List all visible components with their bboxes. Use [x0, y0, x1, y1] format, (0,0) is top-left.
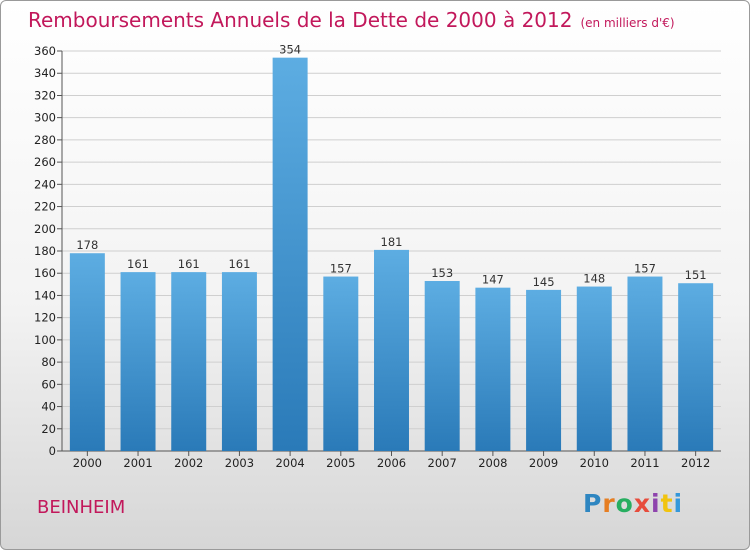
- x-tick-label: 2006: [377, 456, 406, 470]
- bar: [678, 283, 714, 451]
- bar: [576, 286, 612, 451]
- y-tick-label: 40: [41, 400, 56, 414]
- bar: [526, 289, 562, 451]
- bar-value-label: 354: [279, 43, 301, 57]
- bar-value-label: 148: [583, 272, 605, 286]
- bar-value-label: 153: [431, 266, 453, 280]
- y-tick-label: 280: [34, 133, 56, 147]
- y-tick-label: 60: [41, 377, 56, 391]
- x-tick-label: 2011: [630, 456, 659, 470]
- x-tick-label: 2007: [428, 456, 457, 470]
- bar: [171, 272, 207, 451]
- x-tick-label: 2008: [478, 456, 507, 470]
- x-tick-label: 2003: [225, 456, 254, 470]
- bar-value-label: 151: [685, 268, 707, 282]
- bar-value-label: 147: [482, 273, 504, 287]
- x-tick-label: 2000: [73, 456, 102, 470]
- y-tick-label: 360: [34, 44, 56, 58]
- bar: [120, 272, 156, 451]
- y-tick-label: 180: [34, 244, 56, 258]
- y-tick-label: 100: [34, 333, 56, 347]
- logo-letter: o: [615, 489, 634, 518]
- y-tick-label: 120: [34, 311, 56, 325]
- x-tick-label: 2009: [529, 456, 558, 470]
- proxiti-logo: Proxiti: [583, 489, 683, 518]
- logo-letter: t: [660, 489, 674, 518]
- x-tick-label: 2001: [123, 456, 152, 470]
- bar: [272, 57, 308, 452]
- y-tick-label: 340: [34, 66, 56, 80]
- logo-letter: r: [602, 489, 616, 518]
- bar-value-label: 161: [178, 257, 200, 271]
- x-tick-label: 2012: [681, 456, 710, 470]
- labels: 0 20 40 60 80 100 120 140 160 180 200 220 240 260 280 3…: [34, 43, 710, 470]
- logo-letter: P: [583, 489, 603, 518]
- bar: [323, 276, 359, 451]
- y-tick-label: 320: [34, 88, 56, 102]
- y-tick-label: 220: [34, 200, 56, 214]
- bars: [69, 57, 714, 452]
- y-tick-label: 80: [41, 355, 56, 369]
- unit-label: (en milliers d'€): [580, 16, 675, 30]
- y-tick-label: 0: [49, 444, 56, 458]
- bar-value-label: 161: [228, 257, 250, 271]
- bar: [221, 272, 257, 451]
- x-tick-label: 2004: [275, 456, 304, 470]
- x-tick-label: 2005: [326, 456, 355, 470]
- x-tick-label: 2010: [580, 456, 609, 470]
- chart-title: Remboursements Annuels de la Dette de 20…: [28, 8, 675, 32]
- bar-value-label: 181: [381, 235, 403, 249]
- bar-value-label: 157: [330, 262, 352, 276]
- y-tick-label: 200: [34, 222, 56, 236]
- logo-letter: x: [633, 489, 651, 518]
- bar-value-label: 178: [76, 238, 98, 252]
- y-tick-label: 300: [34, 111, 56, 125]
- bar-value-label: 145: [533, 275, 555, 289]
- bar: [424, 281, 460, 451]
- y-tick-label: 240: [34, 177, 56, 191]
- title-text: Remboursements Annuels de la Dette de 20…: [28, 8, 573, 32]
- commune-name: BEINHEIM: [37, 497, 126, 518]
- bar-chart: 0 20 40 60 80 100 120 140 160 180 200 220 240 260 280 3…: [34, 43, 721, 470]
- bar: [69, 253, 105, 451]
- bar-value-label: 157: [634, 262, 656, 276]
- y-tick-label: 160: [34, 266, 56, 280]
- bar: [475, 287, 511, 451]
- bar-value-label: 161: [127, 257, 149, 271]
- logo-letter: i: [673, 489, 684, 518]
- y-tick-label: 260: [34, 155, 56, 169]
- logo-letter: i: [651, 489, 661, 518]
- y-tick-label: 140: [34, 288, 56, 302]
- x-tick-label: 2002: [174, 456, 203, 470]
- bar: [627, 276, 663, 451]
- bar: [374, 249, 409, 451]
- y-tick-label: 20: [41, 422, 56, 436]
